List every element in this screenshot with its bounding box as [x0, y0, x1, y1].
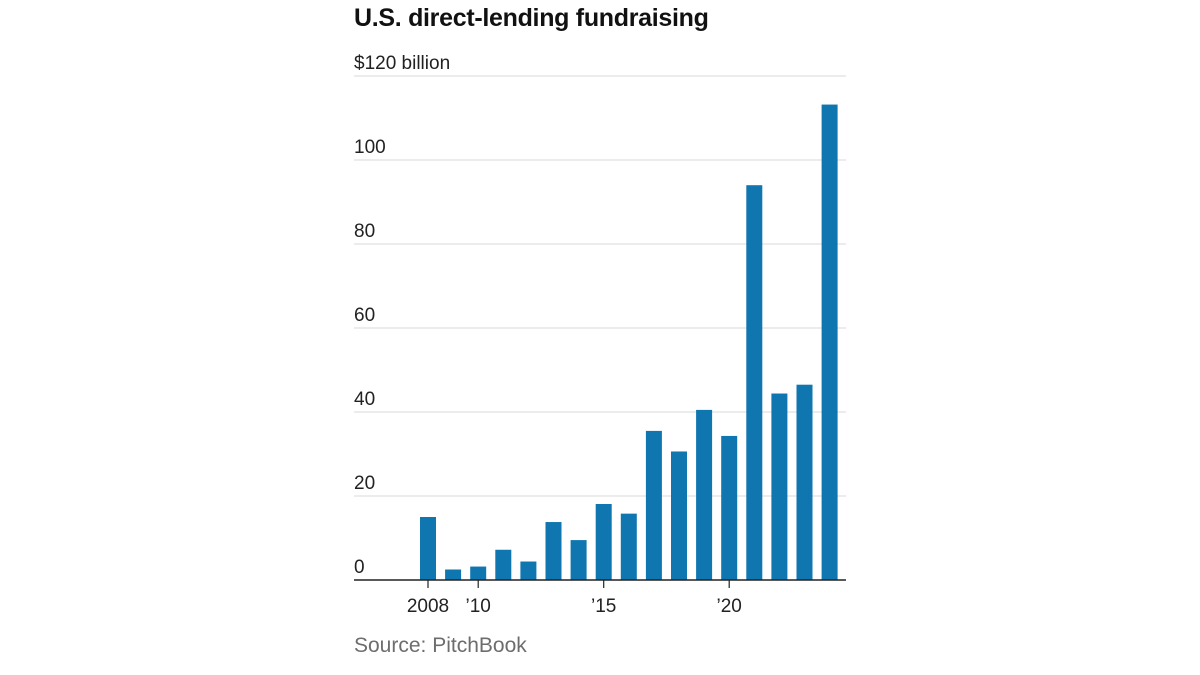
bar: [470, 566, 487, 580]
x-tick-label: ’20: [717, 596, 742, 617]
y-tick-label: 20: [354, 473, 375, 494]
bar: [796, 384, 813, 580]
bar: [696, 409, 713, 580]
bar: [420, 517, 436, 580]
bar: [620, 513, 637, 580]
y-tick-label: 100: [354, 137, 386, 158]
chart-title: U.S. direct-lending fundraising: [354, 4, 709, 32]
x-tick-label: ’15: [591, 596, 616, 617]
bar: [595, 503, 612, 580]
bar: [520, 561, 537, 580]
bars: [420, 104, 838, 580]
y-axis-labels: 0 20 40 60 80 100 $120 billion: [354, 53, 450, 578]
gridlines: [354, 75, 846, 497]
bar: [746, 185, 763, 580]
bar: [570, 540, 587, 580]
x-axis: 2008 ’10 ’15 ’20: [354, 579, 846, 617]
x-tick-label: 2008: [407, 596, 449, 617]
source-note: Source: PitchBook: [354, 634, 527, 657]
bar: [771, 393, 788, 580]
bar: [445, 569, 462, 580]
x-tick-label: ’10: [466, 596, 491, 617]
bar: [821, 104, 838, 580]
bar: [671, 451, 687, 580]
y-tick-label: 60: [354, 305, 375, 326]
bar: [721, 435, 738, 580]
bar: [645, 430, 662, 580]
y-tick-label: 0: [354, 557, 365, 578]
bar: [545, 522, 562, 580]
y-tick-label: $120 billion: [354, 53, 450, 74]
y-tick-label: 40: [354, 389, 375, 410]
bar: [495, 549, 512, 580]
y-tick-label: 80: [354, 221, 375, 242]
